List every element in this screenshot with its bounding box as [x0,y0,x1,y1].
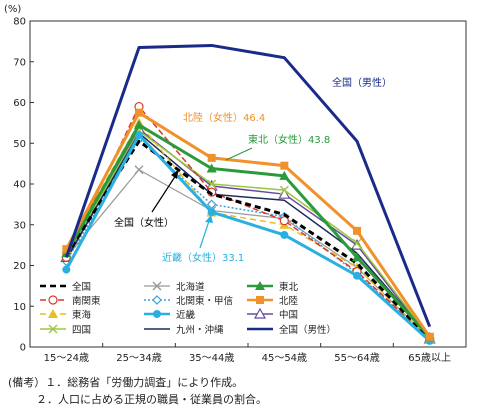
series-line [65,138,431,340]
data-point [207,153,216,162]
annotation-hokuriku: 北陸（女性）46.4 [183,111,265,124]
series-line [65,133,431,343]
legend-marker [152,295,162,305]
legend-label: 北関東・甲信 [176,295,233,307]
x-tick-label: 55～64歳 [334,352,379,364]
data-point [62,245,71,254]
data-point [352,252,362,262]
data-point [353,271,361,280]
legend-marker [256,296,264,304]
data-point [135,108,143,117]
annotation-leader-tohoku [225,147,253,161]
annotation-arrowhead-kinki [205,215,213,223]
y-tick-label: 80 [13,17,26,28]
legend-label: 南関東 [72,295,101,307]
annotation-men-national: 全国（男性） [332,76,392,89]
series-line [65,169,431,340]
y-tick-label: 10 [13,302,26,313]
note-line-2: ２．人口に占める正規の職員・従業員の割合。 [36,393,267,406]
data-point [425,332,434,341]
data-point [207,208,216,217]
data-point [280,161,289,170]
data-point [134,119,144,129]
annotation-tohoku: 東北（女性）43.8 [248,133,330,146]
y-tick-label: 30 [13,220,26,231]
data-point [279,170,290,180]
data-point [62,265,71,274]
annotation-arrowhead-women-national [171,170,178,179]
legend-marker [253,307,267,319]
series-line [65,111,431,338]
x-tick-label: 45～54歳 [262,352,307,364]
data-point [353,226,361,235]
legend-label: 近畿 [176,309,196,321]
legend-label: 全国 [72,281,91,293]
legend-label: 九州・沖縄 [176,324,224,336]
y-unit-label: (%) [4,4,21,15]
legend-label: 東海 [72,309,92,321]
legend-marker [152,281,162,291]
x-tick-label: 35～44歳 [189,352,234,364]
y-tick-label: 20 [13,261,26,272]
x-tick-label: 25～34歳 [116,352,161,364]
legend-marker [255,281,265,290]
data-point [207,179,217,189]
data-point [352,238,362,248]
legend-label: 北陸 [279,295,299,307]
annotation-kinki: 近畿（女性）33.1 [162,251,244,264]
data-point [279,216,289,226]
data-point [279,185,289,195]
series-line [65,130,431,338]
y-tick-label: 0 [20,343,26,354]
series-line [65,132,431,338]
note-line-1: (備考）１．総務省「労働力調査」により作成。 [8,376,244,389]
legend-label: 北海道 [176,281,205,293]
annotation-arrow-women-national [151,171,179,213]
chart-series-lines [60,43,436,345]
line-chart: (%) 0 10 20 30 40 50 60 70 80 15～24歳 25～34歳 35～44歳 45… [4,4,467,364]
legend-label: 東北 [279,281,299,293]
legend-label: 全国（男性） [279,324,336,336]
legend-marker [48,309,58,318]
legend-label: 中国 [279,309,298,321]
annotation-women-national: 全国（女性） [114,216,174,229]
y-tick-label: 70 [13,57,26,68]
series-line [65,105,431,340]
y-tick-label: 50 [13,139,26,150]
x-tick-label: 15～24歳 [44,352,89,364]
data-point [135,131,143,140]
annotation-arrow-kinki [199,217,211,249]
series-line [65,123,431,338]
data-point [134,165,144,175]
data-point [278,187,291,199]
chart-axes: (%) 0 10 20 30 40 50 60 70 80 15～24歳 25～34歳 35～44歳 45… [4,4,467,364]
legend-marker [48,324,58,334]
chart-annotations: 全国（男性） 北陸（女性）46.4 東北（女性）43.8 全国（女性） 近畿（女性）33… [114,76,392,264]
legend-marker [153,310,161,318]
x-tick-label: 65歳以上 [408,352,451,364]
legend-label: 四国 [72,325,91,336]
data-point [280,230,289,239]
y-tick-label: 60 [13,98,26,109]
y-tick-label: 40 [13,180,26,191]
series-line [64,43,432,328]
data-point [206,163,217,173]
legend-marker [48,295,58,305]
